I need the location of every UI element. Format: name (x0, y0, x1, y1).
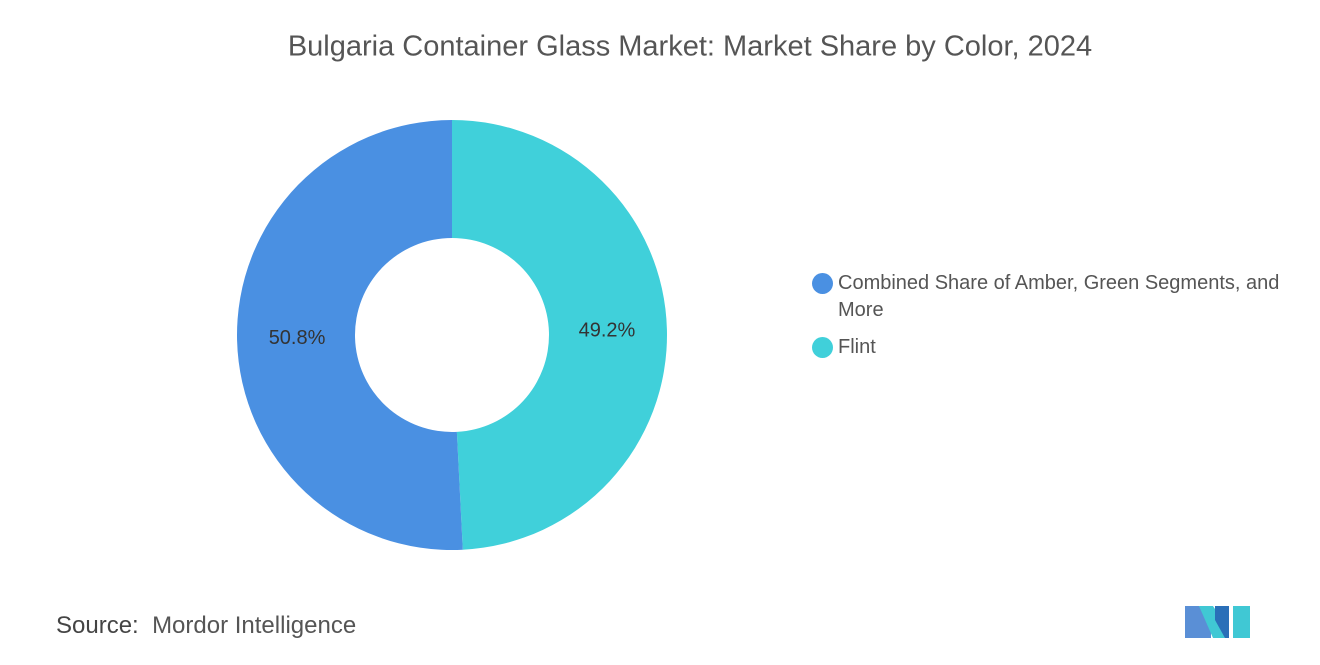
legend-item: Combined Share of Amber, Green Segments,… (812, 270, 1312, 324)
legend-label: Combined Share of Amber, Green Segments,… (838, 272, 1280, 321)
logo (1185, 606, 1250, 638)
source: Source: Mordor Intelligence (56, 612, 356, 640)
legend-swatch (812, 337, 833, 358)
donut-slice (236, 120, 463, 551)
source-label: Source: (56, 612, 139, 639)
data-label: 50.8% (269, 327, 326, 349)
legend-item: Flint (812, 334, 1312, 361)
data-label: 49.2% (579, 319, 636, 341)
legend-label: Flint (838, 336, 876, 358)
source-text: Mordor Intelligence (152, 612, 357, 639)
legend-swatch (812, 273, 833, 294)
chart-title: Bulgaria Container Glass Market: Market … (288, 31, 1092, 63)
donut-slice (452, 120, 667, 550)
